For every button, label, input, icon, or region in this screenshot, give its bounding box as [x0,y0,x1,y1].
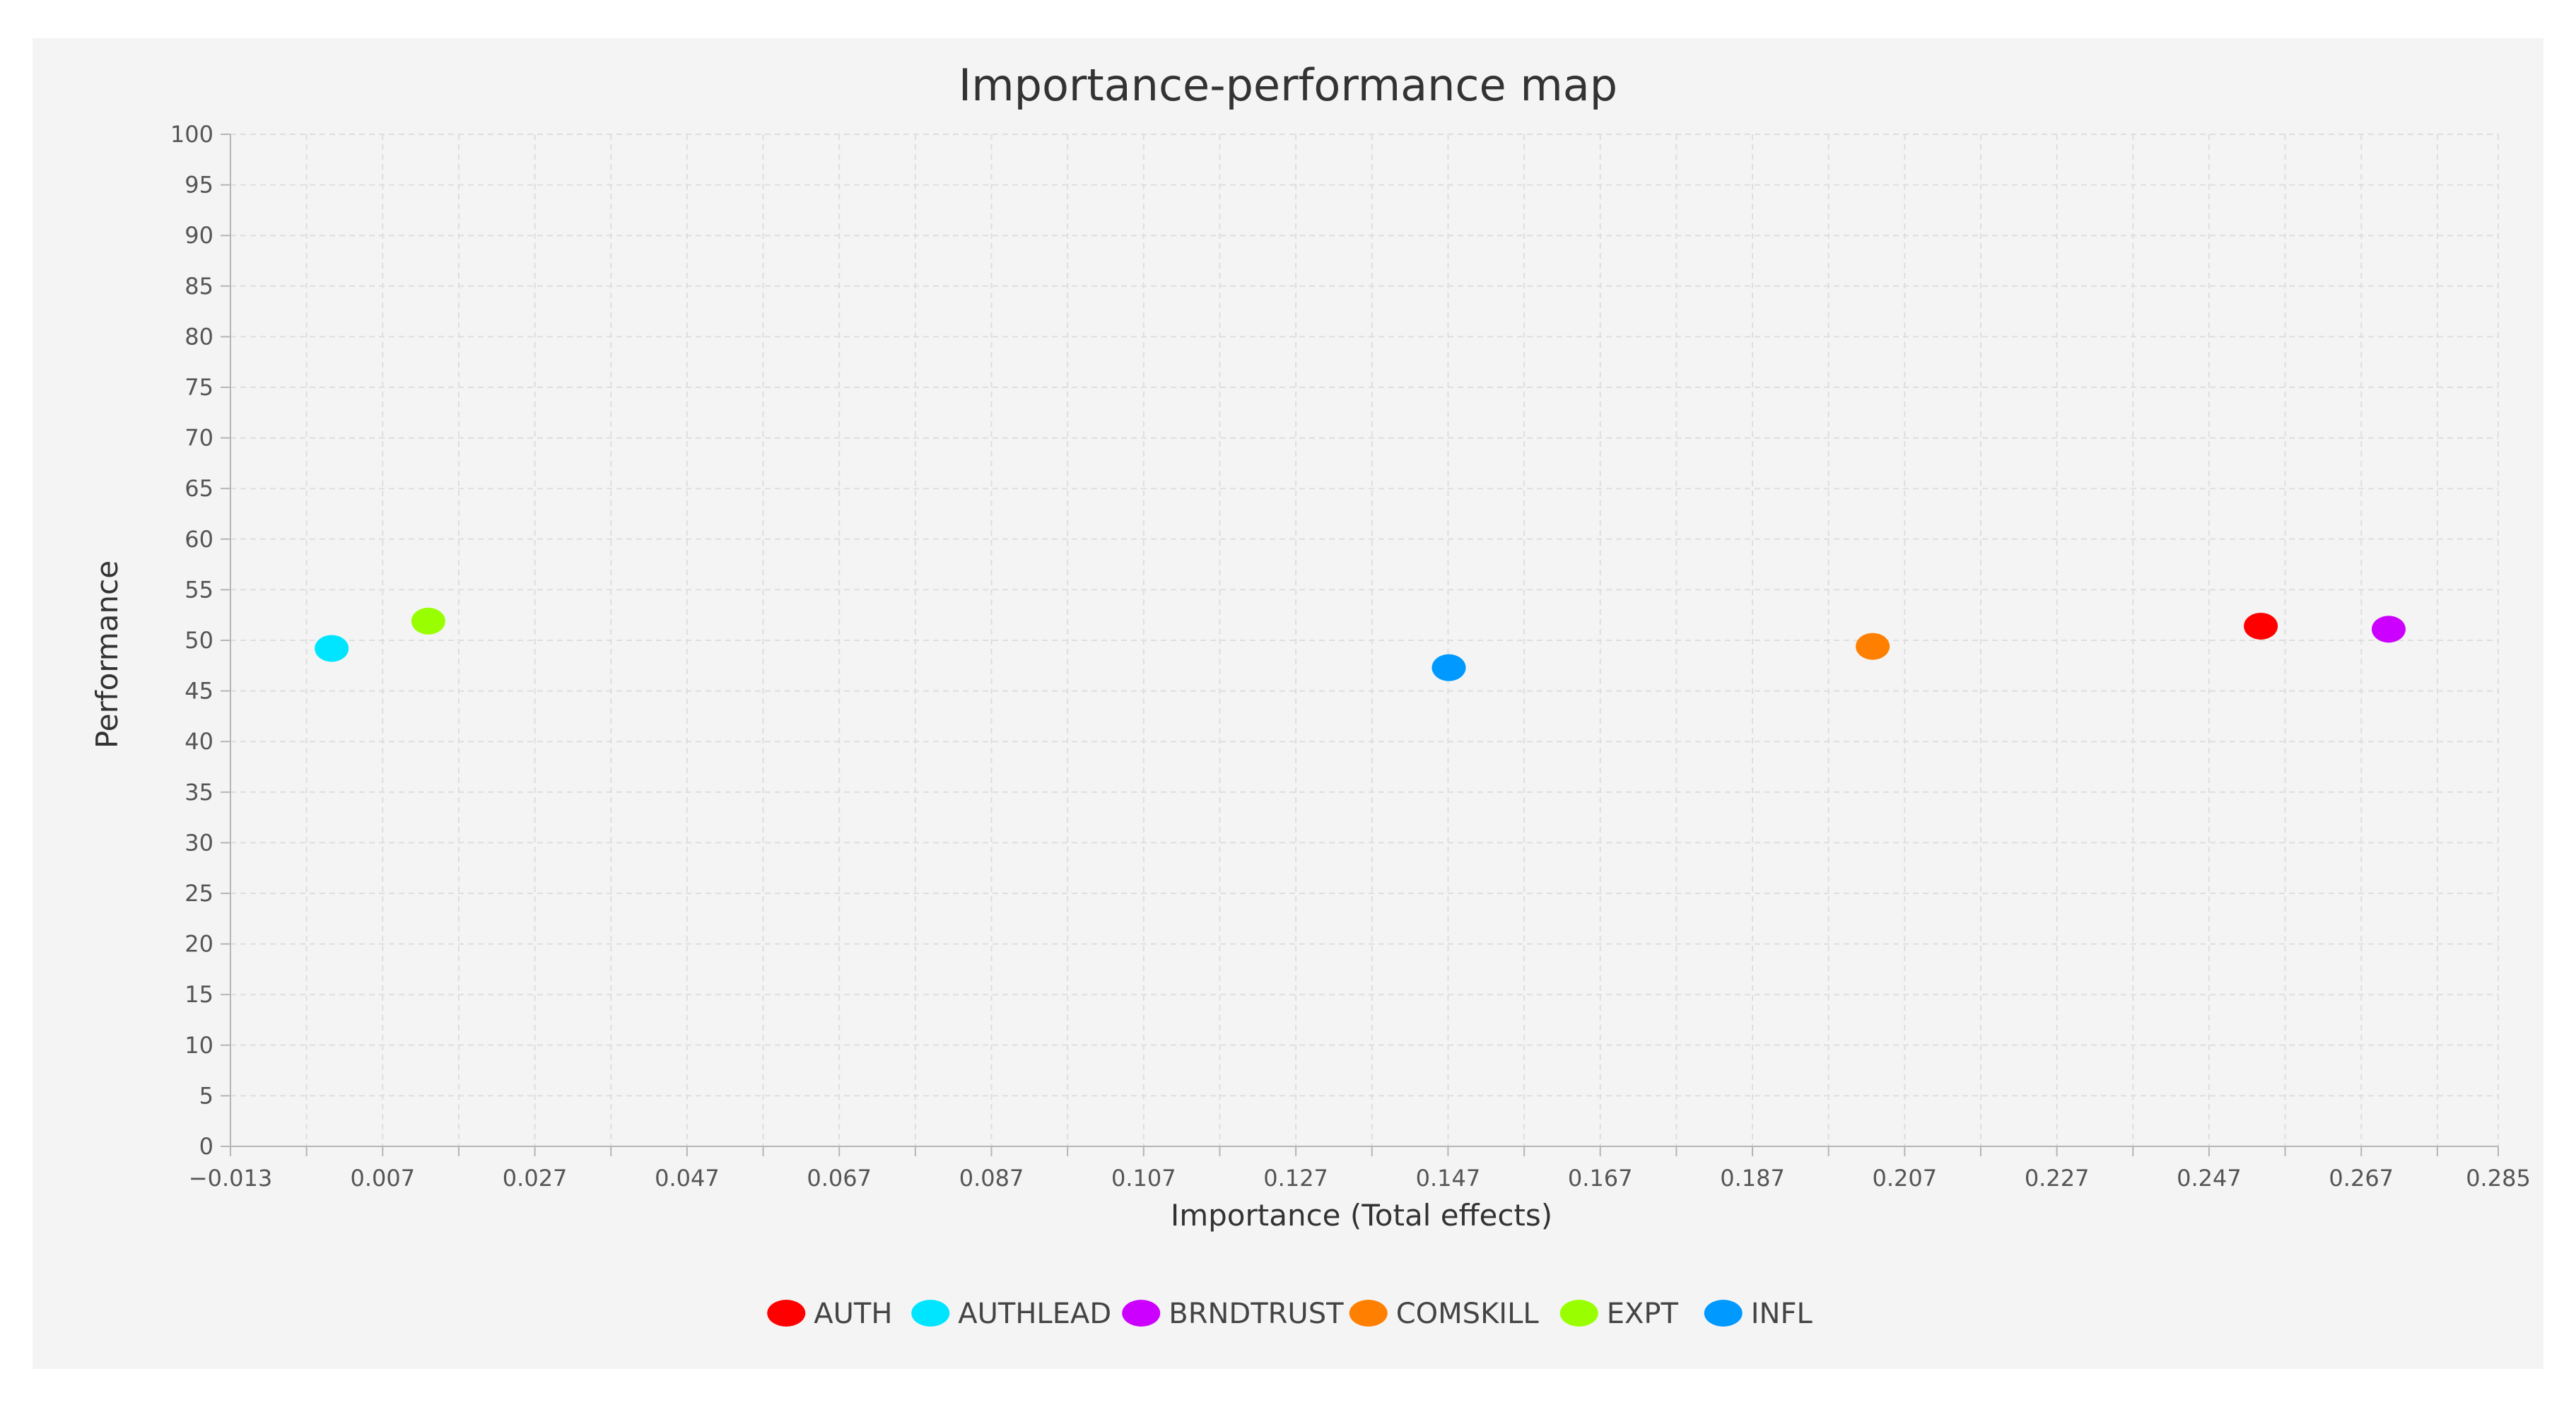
y-tick-label: 30 [185,829,213,856]
x-tick-label: 0.247 [2177,1165,2242,1192]
x-tick-label: 0.267 [2329,1165,2394,1192]
legend-swatch [1559,1300,1598,1327]
legend-swatch [1349,1300,1388,1327]
legend-item-authlead: AUTHLEAD [911,1298,1111,1330]
y-tick-label: 60 [185,526,213,553]
x-tick-label: 0.007 [350,1165,415,1192]
data-point-brndtrust [2371,616,2406,643]
x-tick-label: 0.207 [1873,1165,1938,1192]
y-tick-label: 20 [185,931,213,958]
y-tick-label: 80 [185,323,213,350]
data-point-auth [2244,612,2278,640]
x-axis-title: Importance (Total effects) [1171,1198,1552,1233]
legend-label: AUTH [814,1298,892,1330]
grid [230,134,2499,1147]
x-tick-label: 0.047 [655,1165,720,1192]
y-tick-label: 35 [185,779,213,806]
legend-item-comskill: COMSKILL [1349,1298,1540,1330]
legend-label: INFL [1751,1298,1813,1330]
x-tick-label: 0.027 [503,1165,568,1192]
axes: 0 5 10 15 20 25 30 35 40 45 50 55 60 65 70 75 80 85 90 95 10… [170,121,2531,1192]
legend-swatch [1122,1300,1161,1327]
x-tick-label: 0.285 [2466,1165,2531,1192]
legend-swatch [767,1300,806,1327]
y-tick-label: 65 [185,475,213,502]
legend: AUTH AUTHLEAD BRNDTRUST COMSKILL EXPT INFL [767,1298,1813,1330]
data-points [315,607,2406,681]
y-tick-label: 40 [185,728,213,755]
chart-panel: 0 5 10 15 20 25 30 35 40 45 50 55 60 65 70 75 80 85 90 95 10… [33,38,2543,1369]
x-tick-label: 0.107 [1111,1165,1176,1192]
y-axis-title: Performance [90,560,124,748]
y-tick-label: 70 [185,425,213,452]
x-tick-label: 0.067 [807,1165,872,1192]
x-tick-label: 0.167 [1568,1165,1633,1192]
y-tick-label: 95 [185,172,213,199]
y-tick-label: 25 [185,880,213,907]
y-tick-label: 5 [199,1082,213,1109]
y-tick-label: 85 [185,273,213,300]
x-tick-label: 0.087 [959,1165,1024,1192]
legend-swatch [911,1300,950,1327]
y-tick-label: 100 [170,121,213,148]
data-point-expt [411,607,445,635]
legend-item-expt: EXPT [1559,1298,1679,1330]
y-tick-label: 15 [185,981,213,1008]
legend-label: AUTHLEAD [958,1298,1111,1330]
x-tick-label: −0.013 [189,1165,272,1192]
x-tick-label: 0.227 [2025,1165,2090,1192]
y-tick-label: 45 [185,678,213,705]
chart-title: Importance-performance map [959,59,1617,111]
x-tick-label: 0.127 [1263,1165,1328,1192]
legend-item-auth: AUTH [767,1298,892,1330]
y-tick-label: 10 [185,1032,213,1059]
y-tick-label: 90 [185,222,213,249]
x-tick-label: 0.147 [1416,1165,1481,1192]
y-tick-label: 75 [185,374,213,401]
legend-label: BRNDTRUST [1169,1298,1344,1330]
legend-swatch [1704,1300,1743,1327]
legend-item-infl: INFL [1704,1298,1813,1330]
legend-item-brndtrust: BRNDTRUST [1122,1298,1344,1330]
y-tick-label: 50 [185,627,213,654]
y-tick-label: 0 [199,1133,213,1160]
chart-svg: 0 5 10 15 20 25 30 35 40 45 50 55 60 65 70 75 80 85 90 95 10… [90,59,2531,1330]
data-point-infl [1432,654,1466,681]
data-point-comskill [1856,633,1890,660]
legend-label: COMSKILL [1396,1298,1540,1330]
y-tick-label: 55 [185,576,213,603]
x-tick-label: 0.187 [1720,1165,1785,1192]
legend-label: EXPT [1607,1298,1679,1330]
data-point-authlead [315,635,349,662]
